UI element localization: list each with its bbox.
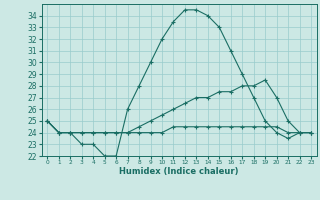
X-axis label: Humidex (Indice chaleur): Humidex (Indice chaleur) — [119, 167, 239, 176]
